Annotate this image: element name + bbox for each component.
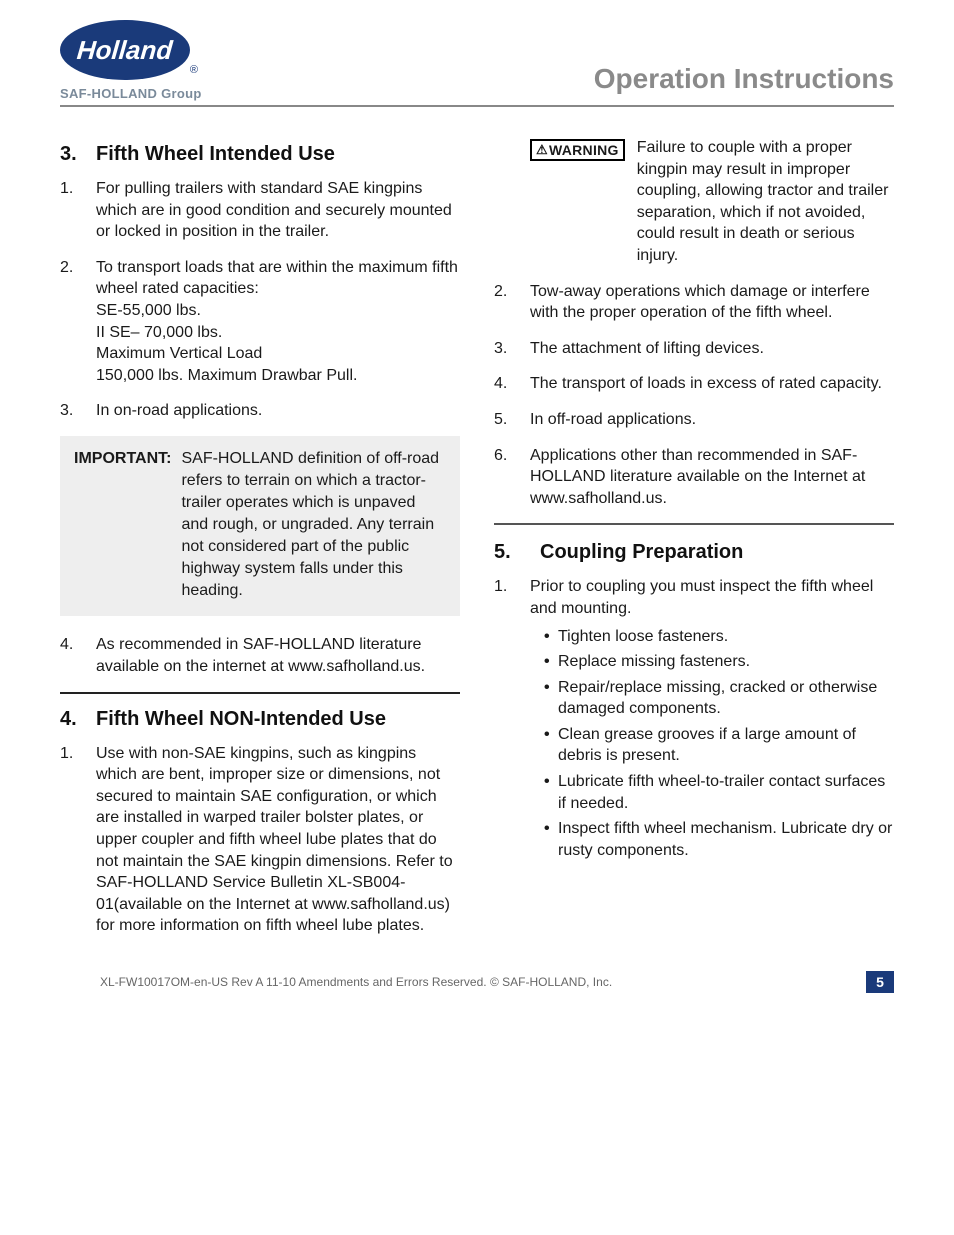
registered-mark: ® bbox=[190, 64, 198, 76]
section-5-heading: 5. Coupling Preparation bbox=[494, 541, 894, 564]
list-item: 1. Prior to coupling you must inspect th… bbox=[494, 576, 894, 865]
warning-text: Failure to couple with a proper kingpin … bbox=[637, 137, 894, 267]
list-item: 6.Applications other than recommended in… bbox=[494, 445, 894, 510]
section-divider bbox=[60, 692, 460, 694]
list-item: 2. To transport loads that are within th… bbox=[60, 257, 460, 387]
section-title: Fifth Wheel NON-Intended Use bbox=[96, 708, 386, 731]
important-label: IMPORTANT: bbox=[74, 448, 171, 603]
item-number: 2. bbox=[494, 281, 516, 324]
section-4-list-cont: 2. Tow-away operations which damage or in… bbox=[494, 281, 894, 510]
holland-logo: Holland ® bbox=[60, 20, 190, 80]
section-3-list: 1. For pulling trailers with standard SA… bbox=[60, 178, 460, 422]
item-body: Applications other than recommended in S… bbox=[530, 445, 894, 510]
logo-text: Holland bbox=[76, 35, 174, 66]
page-footer: XL-FW10017OM-en-US Rev A 11-10 Amendment… bbox=[60, 971, 894, 1003]
item-body: The attachment of lifting devices. bbox=[530, 338, 894, 360]
section-title: Coupling Preparation bbox=[530, 541, 743, 564]
warning-callout: ⚠WARNING Failure to couple with a proper… bbox=[494, 137, 894, 267]
section-5-list: 1. Prior to coupling you must inspect th… bbox=[494, 576, 894, 865]
list-item: 5. In off-road applications. bbox=[494, 409, 894, 431]
item-body: Tow-away operations which damage or inte… bbox=[530, 281, 894, 324]
content-columns: 3. Fifth Wheel Intended Use 1. For pulli… bbox=[60, 137, 894, 951]
right-column: ⚠WARNING Failure to couple with a proper… bbox=[494, 137, 894, 951]
warning-badge: ⚠WARNING bbox=[530, 139, 625, 161]
bullet-item: Clean grease grooves if a large amount o… bbox=[544, 724, 894, 767]
section-4-list: 1. Use with non-SAE kingpins, such as ki… bbox=[60, 743, 460, 937]
warning-label: WARNING bbox=[549, 142, 619, 158]
bullet-item: Replace missing fasteners. bbox=[544, 651, 894, 673]
list-item: 3. In on-road applications. bbox=[60, 400, 460, 422]
section-4-heading: 4. Fifth Wheel NON-Intended Use bbox=[60, 708, 460, 731]
bullet-item: Lubricate fifth wheel-to-trailer contact… bbox=[544, 771, 894, 814]
important-callout: IMPORTANT: SAF-HOLLAND definition of off… bbox=[60, 436, 460, 617]
item-body: In on-road applications. bbox=[96, 400, 460, 422]
page-title: Operation Instructions bbox=[594, 63, 894, 95]
logo-block: Holland ® SAF-HOLLAND Group bbox=[60, 20, 202, 101]
left-column: 3. Fifth Wheel Intended Use 1. For pulli… bbox=[60, 137, 460, 951]
item-body: Prior to coupling you must inspect the f… bbox=[530, 576, 894, 865]
section-number: 3. bbox=[60, 143, 82, 166]
bullet-item: Repair/replace missing, cracked or other… bbox=[544, 677, 894, 720]
important-text: SAF-HOLLAND definition of off-road refer… bbox=[177, 448, 446, 603]
item-number: 5. bbox=[494, 409, 516, 431]
section-3-list-cont: 4. As recommended in SAF-HOLLAND literat… bbox=[60, 634, 460, 677]
section-number: 5. bbox=[494, 541, 516, 564]
item-number: 1. bbox=[60, 178, 82, 243]
bullet-list: Tighten loose fasteners. Replace missing… bbox=[530, 626, 894, 862]
list-item: 1. Use with non-SAE kingpins, such as ki… bbox=[60, 743, 460, 937]
list-item: 2. Tow-away operations which damage or in… bbox=[494, 281, 894, 324]
item-body: For pulling trailers with standard SAE k… bbox=[96, 178, 460, 243]
bullet-item: Tighten loose fasteners. bbox=[544, 626, 894, 648]
bullet-item: Inspect fifth wheel mechanism. Lubricate… bbox=[544, 818, 894, 861]
page-number: 5 bbox=[866, 971, 894, 993]
item-number: 4. bbox=[494, 373, 516, 395]
footer-text: XL-FW10017OM-en-US Rev A 11-10 Amendment… bbox=[60, 975, 612, 989]
item-number: 3. bbox=[60, 400, 82, 422]
item-number: 4. bbox=[60, 634, 82, 677]
list-item: 4. The transport of loads in excess of ra… bbox=[494, 373, 894, 395]
item-number: 1. bbox=[494, 576, 516, 865]
item-body: To transport loads that are within the m… bbox=[96, 257, 460, 387]
item-number: 3. bbox=[494, 338, 516, 360]
warning-triangle-icon: ⚠ bbox=[536, 142, 548, 158]
section-title: Fifth Wheel Intended Use bbox=[96, 143, 335, 166]
list-item: 4. As recommended in SAF-HOLLAND literat… bbox=[60, 634, 460, 677]
page-header: Holland ® SAF-HOLLAND Group Operation In… bbox=[60, 20, 894, 107]
section-number: 4. bbox=[60, 708, 82, 731]
item-body: Use with non-SAE kingpins, such as kingp… bbox=[96, 743, 460, 937]
list-item: 3. The attachment of lifting devices. bbox=[494, 338, 894, 360]
section-3-heading: 3. Fifth Wheel Intended Use bbox=[60, 143, 460, 166]
item-number: 2. bbox=[60, 257, 82, 387]
item-body: In off-road applications. bbox=[530, 409, 894, 431]
item-number: 6. bbox=[494, 445, 516, 510]
item-body: As recommended in SAF-HOLLAND literature… bbox=[96, 634, 460, 677]
item-number: 1. bbox=[60, 743, 82, 937]
item-body: The transport of loads in excess of rate… bbox=[530, 373, 894, 395]
list-item: 1. For pulling trailers with standard SA… bbox=[60, 178, 460, 243]
item-lead-text: Prior to coupling you must inspect the f… bbox=[530, 578, 873, 617]
section-divider bbox=[494, 523, 894, 525]
logo-subtitle: SAF-HOLLAND Group bbox=[60, 86, 202, 101]
